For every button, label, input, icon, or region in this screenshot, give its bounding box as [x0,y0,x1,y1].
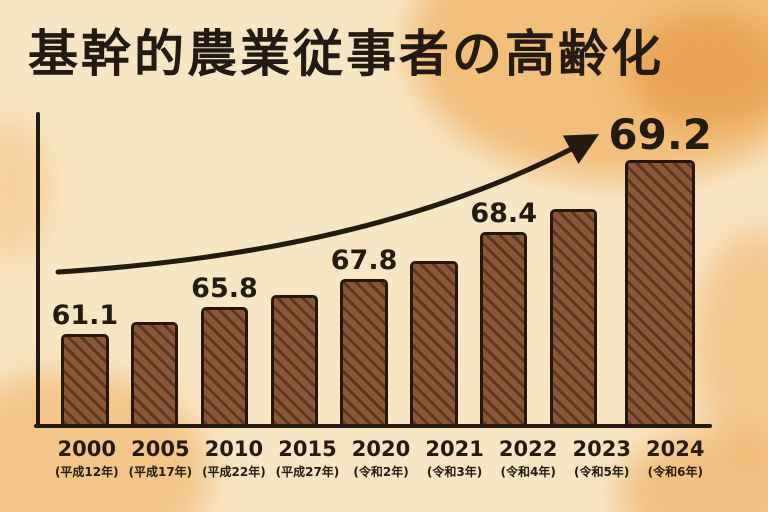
year-label: 2005 [131,437,190,461]
bar-2010 [200,307,249,424]
x-label-2021: 2021 (令和3年) [418,436,492,504]
bar-2021 [410,261,458,424]
year-label: 2015 [278,437,337,461]
era-label: (平成27年) [275,465,340,480]
x-label-2023: 2023 (令和5年) [565,436,639,504]
era-label: (令和2年) [353,465,409,480]
bar-2000 [61,334,109,424]
bar-2020 [340,279,388,424]
bar-2024 [624,160,696,424]
year-label: 2000 [57,437,116,461]
x-label-2010: 2010 (平成22年) [197,436,271,504]
x-label-2022: 2022 (令和4年) [491,436,565,504]
bar-value-label-2020: 67.8 [330,245,398,276]
year-label: 2021 [425,437,484,461]
bar-2022 [479,232,528,424]
era-label: (令和4年) [500,465,556,480]
chart-title: 基幹的農業従事者の高齢化 [28,25,664,83]
x-axis-labels: 2000 (平成12年) 2005 (平成17年) 2010 (平成22年) 2015 (平成… [50,436,712,504]
x-label-2015: 2015 (平成27年) [271,436,345,504]
bar-2015 [270,295,319,424]
year-label: 2024 [646,437,705,461]
x-label-2000: 2000 (平成12年) [50,436,124,504]
era-label: (平成17年) [128,465,193,480]
bar-slot-2010: 65.8 [190,114,260,424]
bar-slot-2023 [539,114,609,424]
x-axis [34,424,712,428]
bar-value-label-2000: 61.1 [51,300,119,331]
bar-slot-2022: 68.4 [469,114,539,424]
bar-2023 [549,209,598,424]
bar-value-label-2024: 69.2 [608,110,713,159]
era-label: (令和5年) [574,465,630,480]
x-label-2024: 2024 (令和6年) [639,436,713,504]
year-label: 2023 [572,437,631,461]
era-label: (平成22年) [202,465,266,480]
bar-slot-2015 [259,114,329,424]
year-label: 2010 [204,437,264,461]
y-axis [36,112,40,428]
watercolor-blob-left-top [0,120,50,260]
bar-value-label-2022: 68.4 [470,198,537,229]
year-label: 2020 [351,437,411,461]
era-label: (平成12年) [54,465,119,480]
x-label-2020: 2020 (令和2年) [344,436,418,504]
bar-slot-2000: 61.1 [50,114,120,424]
bar-slot-2020: 67.8 [329,114,399,424]
bar-slot-2021 [399,114,469,424]
bar-slot-2024: 69.2 [608,114,712,424]
year-label: 2022 [498,437,558,461]
bar-value-label-2010: 65.8 [191,273,258,304]
bar-slot-2005 [120,114,190,424]
era-label: (令和3年) [426,465,483,480]
bars-container: 61.1 65.8 67.8 68.4 69.2 [50,114,712,424]
x-label-2005: 2005 (平成17年) [124,436,198,504]
era-label: (令和6年) [647,465,703,480]
bar-2005 [130,322,179,424]
